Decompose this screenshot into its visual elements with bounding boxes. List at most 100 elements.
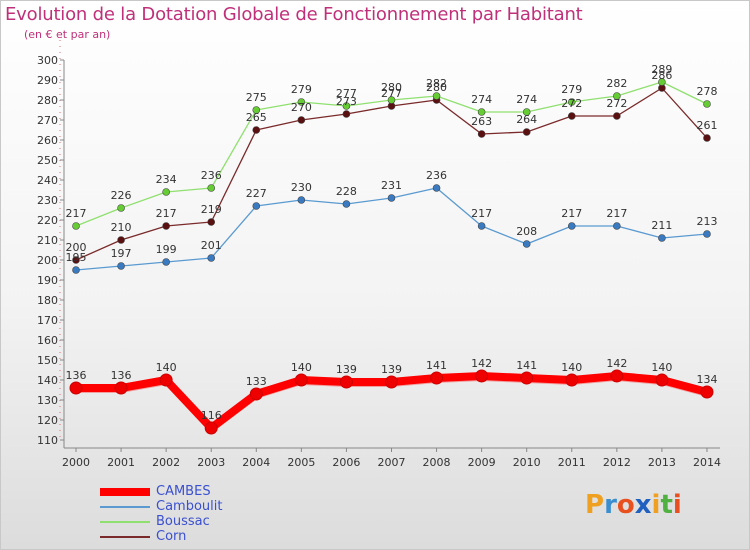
legend-label: Camboulit <box>156 499 223 514</box>
x-tick-label: 2007 <box>377 456 405 469</box>
data-label: 274 <box>516 93 537 106</box>
data-point <box>703 100 711 108</box>
data-label: 261 <box>696 119 717 132</box>
y-tick-label: 250 <box>37 154 58 167</box>
y-tick-label: 200 <box>37 254 58 267</box>
y-tick-label: 220 <box>37 214 58 227</box>
data-point <box>655 373 669 387</box>
x-tick-label: 2003 <box>197 456 225 469</box>
data-label: 265 <box>246 111 267 124</box>
data-label: 217 <box>606 207 627 220</box>
y-tick-label: 180 <box>37 294 58 307</box>
series-camboulit <box>72 184 711 274</box>
data-point <box>430 371 444 385</box>
data-label: 277 <box>336 87 357 100</box>
data-point <box>565 373 579 387</box>
data-label: 289 <box>651 63 672 76</box>
data-label: 142 <box>471 357 492 370</box>
y-tick-label: 110 <box>37 434 58 447</box>
y-tick-label: 230 <box>37 194 58 207</box>
x-tick-label: 2014 <box>693 456 721 469</box>
data-label: 211 <box>651 219 672 232</box>
y-tick-label: 210 <box>37 234 58 247</box>
data-label: 116 <box>201 409 222 422</box>
chart-subtitle: (en € et par an) <box>24 28 111 41</box>
data-point <box>613 112 621 120</box>
data-point <box>703 134 711 142</box>
data-label: 277 <box>381 87 402 100</box>
data-point <box>294 373 308 387</box>
data-label: 136 <box>111 369 132 382</box>
x-tick-label: 2008 <box>423 456 451 469</box>
data-point <box>477 108 486 116</box>
data-label: 139 <box>336 363 357 376</box>
y-tick-label: 270 <box>37 114 58 127</box>
data-label: 228 <box>336 185 357 198</box>
y-tick-label: 130 <box>37 394 58 407</box>
data-label: 236 <box>201 169 222 182</box>
data-point <box>207 184 216 192</box>
y-tick-label: 160 <box>37 334 58 347</box>
legend-label: Boussac <box>156 514 210 529</box>
data-point <box>567 222 576 230</box>
data-point <box>342 110 351 118</box>
y-tick-label: 300 <box>37 54 58 67</box>
logo-letter: r <box>604 490 617 520</box>
x-tick-label: 2006 <box>332 456 360 469</box>
data-point <box>117 236 125 244</box>
data-label: 286 <box>651 69 672 82</box>
data-point <box>339 375 353 389</box>
data-point <box>567 98 576 106</box>
data-label: 279 <box>291 83 312 96</box>
chart-title: Evolution de la Dotation Globale de Fonc… <box>5 4 583 25</box>
data-label: 279 <box>561 83 582 96</box>
data-point <box>613 222 621 230</box>
data-label: 274 <box>471 93 492 106</box>
data-point <box>72 266 80 274</box>
data-point <box>252 202 261 210</box>
data-point <box>387 96 396 104</box>
data-point <box>567 112 576 120</box>
data-label: 210 <box>111 221 132 234</box>
data-point <box>117 262 125 270</box>
y-tick-label: 280 <box>37 94 58 107</box>
data-label: 140 <box>291 361 312 374</box>
data-point <box>522 240 531 248</box>
legend-swatch <box>100 521 150 523</box>
data-point <box>387 194 396 202</box>
data-label: 200 <box>66 241 87 254</box>
data-label: 208 <box>516 225 537 238</box>
y-tick-label: 120 <box>37 414 58 427</box>
data-point <box>249 387 263 401</box>
x-tick-label: 2013 <box>648 456 676 469</box>
data-label: 134 <box>696 373 717 386</box>
data-label: 264 <box>516 113 537 126</box>
data-point <box>114 381 128 395</box>
data-point <box>432 92 441 100</box>
data-label: 280 <box>381 81 402 94</box>
logo-letter: t <box>660 490 673 520</box>
data-point <box>475 369 489 383</box>
data-point <box>162 222 170 230</box>
x-tick-label: 2005 <box>287 456 315 469</box>
data-label: 136 <box>66 369 87 382</box>
data-point <box>520 371 534 385</box>
x-tick-label: 2002 <box>152 456 180 469</box>
data-label: 140 <box>561 361 582 374</box>
data-point <box>342 102 351 110</box>
y-tick-label: 170 <box>37 314 58 327</box>
data-point <box>613 92 621 100</box>
data-point <box>159 373 173 387</box>
data-label: 280 <box>426 81 447 94</box>
data-label: 263 <box>471 115 492 128</box>
data-label: 139 <box>381 363 402 376</box>
legend-swatch <box>100 488 150 496</box>
logo-letter: x <box>634 490 652 520</box>
data-label: 231 <box>381 179 402 192</box>
data-point <box>297 98 306 106</box>
data-point <box>297 116 306 124</box>
data-point <box>207 254 216 262</box>
